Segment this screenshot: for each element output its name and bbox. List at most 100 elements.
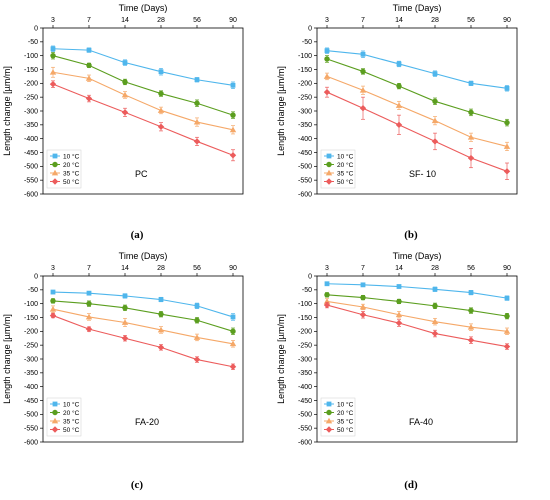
x-tick-label: 90 (503, 17, 511, 24)
y-tick-label: -500 (24, 412, 38, 419)
y-tick-label: -500 (298, 164, 312, 171)
panel-caption: (d) (404, 479, 418, 491)
y-tick-label: -200 (298, 329, 312, 336)
legend: 10 °C20 °C35 °C50 °C (46, 149, 82, 189)
x-tick-label: 3 (325, 265, 329, 272)
series-line (326, 283, 508, 299)
y-tick-label: 0 (34, 273, 38, 280)
y-tick-label: -400 (24, 384, 38, 391)
legend: 10 °C20 °C35 °C50 °C (320, 397, 356, 437)
y-tick-label: -250 (24, 343, 38, 350)
data-point (50, 46, 56, 52)
data-point (360, 51, 366, 57)
legend-marker (51, 178, 59, 185)
x-axis-title: Time (Days) (119, 3, 168, 13)
series-line (326, 91, 508, 172)
data-point (122, 293, 128, 299)
legend-marker (52, 153, 58, 159)
legend-label: 10 °C (63, 152, 80, 160)
data-point (157, 123, 165, 130)
y-tick-label: -450 (24, 398, 38, 405)
series-0 (324, 47, 510, 92)
y-tick-label: -400 (24, 136, 38, 143)
legend: 10 °C20 °C35 °C50 °C (320, 149, 356, 189)
data-point (504, 85, 510, 91)
y-tick-label: -550 (24, 426, 38, 433)
x-tick-label: 28 (431, 17, 439, 24)
y-tick-label: -500 (298, 412, 312, 419)
data-point (323, 88, 331, 96)
data-point (85, 75, 93, 81)
data-point (467, 134, 475, 140)
y-tick-label: 0 (308, 25, 312, 32)
y-tick-label: -250 (24, 95, 38, 102)
data-point (230, 112, 236, 118)
legend-label: 20 °C (63, 161, 80, 169)
data-point (431, 318, 439, 325)
x-tick-label: 56 (467, 265, 475, 272)
data-point (121, 335, 129, 342)
x-axis-title: Time (Days) (393, 251, 442, 261)
x-tick-label: 7 (361, 17, 365, 24)
y-tick-label: -350 (24, 122, 38, 129)
data-point (503, 343, 511, 350)
data-point (230, 82, 236, 88)
data-point (468, 80, 474, 86)
legend-marker (325, 417, 333, 424)
series-2 (49, 305, 237, 348)
panel-c: 0 -50 -100 -150 -200 -250 -300 -350 -400 -450 -500… (2, 251, 244, 491)
x-axis-title: Time (Days) (393, 3, 442, 13)
legend-label: 35 °C (63, 169, 80, 177)
data-point (324, 56, 330, 62)
y-tick-label: -100 (24, 301, 38, 308)
series-line (326, 300, 508, 332)
data-point (395, 311, 403, 318)
x-tick-label: 90 (229, 265, 237, 272)
series-2 (323, 72, 511, 151)
y-tick-label: -550 (298, 178, 312, 185)
y-tick-label: -300 (298, 356, 312, 363)
y-tick-label: -50 (302, 287, 312, 294)
data-point (121, 109, 129, 116)
data-point (194, 77, 200, 83)
x-tick-label: 28 (157, 17, 165, 24)
series-3 (49, 80, 237, 162)
y-tick-label: -450 (24, 150, 38, 157)
y-tick-label: -150 (24, 315, 38, 322)
x-tick-label: 56 (193, 17, 201, 24)
series-1 (324, 55, 510, 127)
data-point (193, 138, 201, 145)
series-1 (50, 298, 236, 336)
series-1 (50, 51, 236, 119)
x-tick-label: 56 (193, 265, 201, 272)
data-point (431, 117, 439, 124)
data-point (229, 340, 237, 347)
y-tick-label: -400 (298, 384, 312, 391)
y-tick-label: 0 (308, 273, 312, 280)
data-point (86, 300, 92, 307)
y-tick-label: -200 (24, 81, 38, 88)
data-point (158, 69, 164, 75)
panel-a: 0 -50 -100 -150 -200 -250 -300 -350 -400 -450 -500… (2, 3, 244, 241)
x-axis-title: Time (Days) (119, 251, 168, 261)
series-line (52, 315, 234, 368)
y-tick-label: -500 (24, 164, 38, 171)
legend-marker (51, 417, 59, 424)
legend-marker (326, 161, 332, 168)
data-point (121, 319, 129, 325)
data-point (395, 319, 403, 327)
data-point (359, 105, 367, 112)
y-tick-label: -200 (24, 329, 38, 336)
data-point (158, 311, 164, 317)
legend-marker (325, 169, 333, 176)
y-tick-label: -250 (298, 95, 312, 102)
data-point (157, 344, 165, 351)
x-tick-label: 3 (51, 17, 55, 24)
legend-label: 50 °C (337, 178, 354, 186)
data-point (468, 290, 474, 295)
series-3 (49, 312, 237, 370)
panel-d: 0 -50 -100 -150 -200 -250 -300 -350 -400 -450 -500… (276, 251, 518, 491)
data-point (359, 303, 367, 310)
y-tick-label: -550 (24, 178, 38, 185)
legend-label: 20 °C (337, 161, 354, 169)
